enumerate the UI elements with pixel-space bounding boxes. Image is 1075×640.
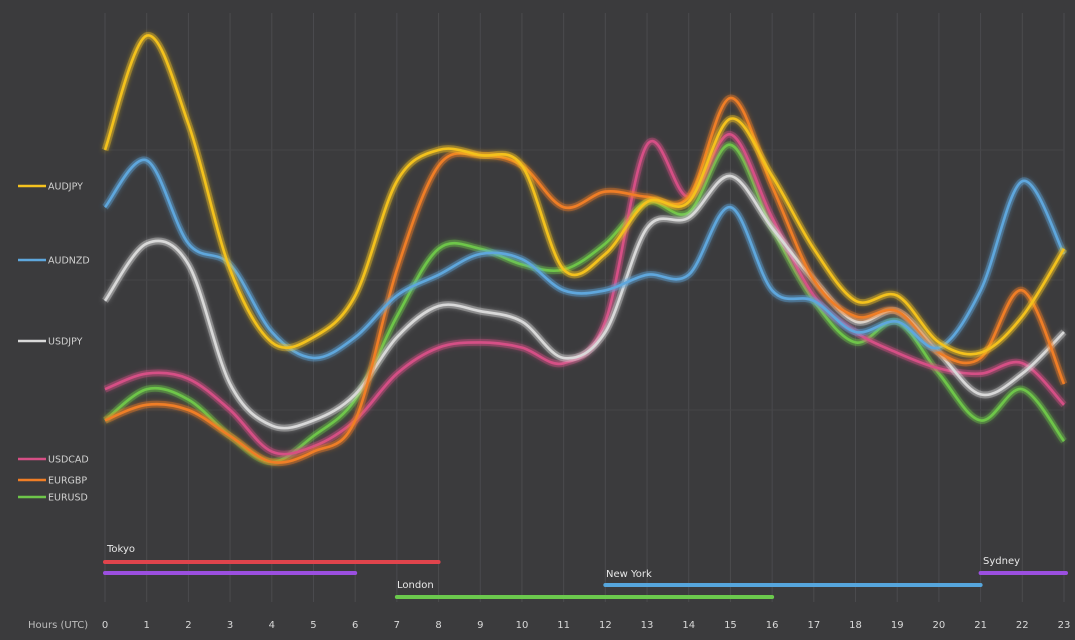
legend-label: USDCAD [48, 455, 89, 466]
session-label: London [397, 580, 434, 591]
legend-item-audnzd: AUDNZD [18, 256, 90, 267]
session-tokyo: Tokyo [103, 544, 441, 564]
legend-label: EURUSD [48, 493, 88, 504]
x-tick-label: 5 [310, 620, 316, 631]
legend: AUDJPY AUDNZD USDJPY USDCAD EURGBP EURUSD [18, 182, 90, 504]
x-tick-label: 4 [269, 620, 275, 631]
x-tick-label: 17 [807, 620, 820, 631]
x-tick-label: 15 [724, 620, 737, 631]
legend-label: USDJPY [48, 337, 83, 348]
x-axis-title: Hours (UTC) [28, 620, 88, 631]
x-tick-label: 11 [557, 620, 570, 631]
x-tick-label: 19 [891, 620, 904, 631]
vertical-gridlines [104, 13, 1065, 602]
series-line-eurgbp [104, 96, 1066, 464]
session-bars: Tokyo London New York Sydney [103, 544, 1068, 599]
series-lines [101, 32, 1068, 467]
x-tick-label: 13 [641, 620, 654, 631]
session-sydney: Sydney [978, 556, 1068, 575]
legend-item-audjpy: AUDJPY [18, 182, 83, 193]
session-label: Sydney [983, 556, 1020, 567]
x-axis: Hours (UTC) 0 1 2 3 4 5 6 7 8 9 10 11 12 13 14 15 16 17 18… [28, 620, 1070, 631]
session-label: Tokyo [106, 544, 135, 555]
x-tick-label: 21 [974, 620, 987, 631]
x-tick-label: 16 [766, 620, 779, 631]
x-tick-label: 0 [102, 620, 108, 631]
x-tick-label: 1 [144, 620, 150, 631]
x-tick-label: 8 [435, 620, 441, 631]
series-line-audjpy [103, 34, 1066, 356]
legend-label: EURGBP [48, 476, 87, 487]
session-london: London [394, 580, 775, 599]
x-tick-label: 18 [849, 620, 862, 631]
x-tick-label: 10 [516, 620, 529, 631]
session-new-york: New York [603, 569, 983, 587]
legend-label: AUDJPY [48, 182, 83, 193]
x-tick-label: 3 [227, 620, 233, 631]
legend-label: AUDNZD [48, 256, 90, 267]
x-tick-label: 6 [352, 620, 358, 631]
session-label: New York [606, 569, 652, 580]
series-line-audnzd [103, 158, 1066, 360]
x-tick-label: 14 [682, 620, 695, 631]
x-tick-label: 7 [394, 620, 400, 631]
legend-item-eurusd: EURUSD [18, 493, 88, 504]
horizontal-gridlines [105, 149, 1064, 411]
x-tick-label: 23 [1058, 620, 1071, 631]
x-tick-label: 2 [185, 620, 191, 631]
x-tick-label: 22 [1016, 620, 1029, 631]
legend-item-eurgbp: EURGBP [18, 476, 87, 487]
x-tick-label: 9 [477, 620, 483, 631]
x-tick-label: 12 [599, 620, 612, 631]
legend-item-usdjpy: USDJPY [18, 337, 83, 348]
x-tick-label: 20 [933, 620, 946, 631]
series-line-usdcad [104, 133, 1065, 456]
legend-item-usdcad: USDCAD [18, 455, 89, 466]
